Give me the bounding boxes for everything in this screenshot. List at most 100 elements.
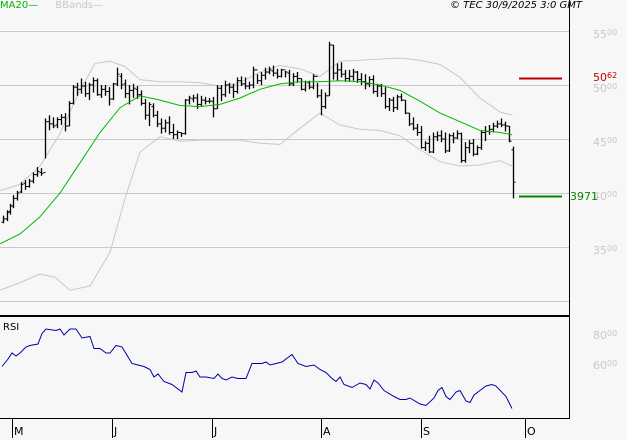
price-bar: [127, 85, 132, 105]
price-bar: [83, 81, 88, 97]
price-bar: [335, 63, 340, 81]
price-bar: [347, 69, 352, 82]
price-bar: [139, 90, 144, 106]
price-bar: [75, 82, 80, 96]
bb-upper-line: [0, 57, 513, 192]
price-bar: [387, 97, 392, 111]
price-bar: [11, 195, 16, 209]
price-bar: [319, 89, 324, 116]
price-axis-label: 4500: [593, 136, 618, 149]
price-bar: [143, 99, 148, 120]
price-bar: [407, 112, 412, 127]
price-bar: [383, 87, 388, 109]
price-axis-label: 5500: [593, 28, 618, 41]
price-axis-label: 4000: [593, 190, 618, 203]
price-bar: [439, 130, 444, 143]
price-bar: [431, 132, 436, 154]
price-bar: [511, 146, 516, 199]
price-bar: [411, 117, 416, 131]
price-bar: [47, 115, 52, 131]
price-bar: [443, 132, 448, 154]
rsi-title: RSI: [3, 322, 20, 333]
price-bar: [487, 124, 492, 135]
price-bar: [395, 94, 400, 110]
price-bar: [471, 139, 476, 157]
x-axis-label: A: [323, 425, 331, 438]
price-bar: [183, 99, 188, 135]
price-bar: [359, 73, 364, 85]
price-bar: [179, 132, 184, 137]
price-bar: [131, 83, 136, 98]
price-bar: [43, 118, 48, 173]
price-bar: [71, 85, 76, 105]
price-gridlines: [0, 31, 569, 302]
price-bar: [503, 121, 508, 132]
price-levels: [519, 77, 562, 198]
price-bar: [151, 103, 156, 118]
x-axis-label: S: [423, 425, 430, 438]
price-bar: [223, 80, 228, 97]
ohlc-bars: [1, 41, 516, 224]
price-bar: [23, 180, 28, 190]
price-bar: [8, 203, 13, 215]
price-bar: [203, 96, 208, 105]
rsi-axis-label: 6000: [593, 359, 618, 372]
price-bar: [447, 133, 452, 152]
ma20-line: [0, 80, 513, 245]
bb-lower-line: [0, 112, 513, 291]
copyright-timestamp: © TEC 30/9/2025 3:0 GMT: [450, 0, 582, 11]
price-bar: [467, 140, 472, 154]
price-bar: [67, 101, 72, 127]
price-bar: [459, 132, 464, 163]
resistance-label-sup: 62: [607, 71, 618, 80]
price-bar: [115, 67, 120, 87]
price-bar: [403, 99, 408, 115]
price-bar: [375, 83, 380, 97]
price-bar: [455, 130, 460, 139]
price-bar: [343, 69, 348, 82]
price-bar: [419, 126, 424, 149]
price-bar: [367, 76, 372, 88]
x-axis-label: M: [14, 425, 24, 438]
price-bar: [291, 73, 296, 87]
legend-bbands-label: BBands: [55, 0, 94, 11]
price-bar: [255, 69, 260, 84]
price-bar: [315, 75, 320, 98]
price-bar: [363, 74, 368, 90]
price-bar: [323, 92, 328, 109]
price-bar: [331, 44, 336, 80]
price-bar: [379, 83, 384, 97]
x-axis-label: J: [114, 425, 118, 438]
resistance-label: 5062: [593, 71, 617, 84]
price-bar: [147, 102, 152, 127]
price-bar: [247, 81, 252, 90]
price-bar: [55, 117, 60, 129]
price-bar: [263, 67, 268, 80]
price-bar: [435, 131, 440, 142]
price-bar: [155, 110, 160, 128]
price-bar: [207, 97, 212, 104]
price-bar: [275, 68, 280, 79]
price-bar: [463, 142, 468, 163]
price-bar: [327, 41, 332, 97]
price-bar: [351, 68, 356, 81]
rsi-axis-label: 8000: [593, 329, 618, 342]
price-bar: [267, 66, 272, 75]
bollinger-bands: [0, 57, 513, 291]
price-bar: [39, 168, 44, 176]
price-bar: [251, 66, 256, 89]
price-bar: [399, 93, 404, 102]
price-bar: [339, 62, 344, 78]
price-bar: [111, 82, 116, 101]
price-bar: [63, 113, 68, 132]
price-bar: [499, 118, 504, 128]
price-bar: [27, 178, 32, 188]
price-bar: [427, 135, 432, 154]
price-bar: [235, 77, 240, 94]
rsi-line: [1, 328, 513, 409]
price-bar: [211, 96, 216, 118]
price-bar: [299, 78, 304, 91]
x-axis-label: J: [214, 425, 218, 438]
price-bar: [159, 118, 164, 134]
